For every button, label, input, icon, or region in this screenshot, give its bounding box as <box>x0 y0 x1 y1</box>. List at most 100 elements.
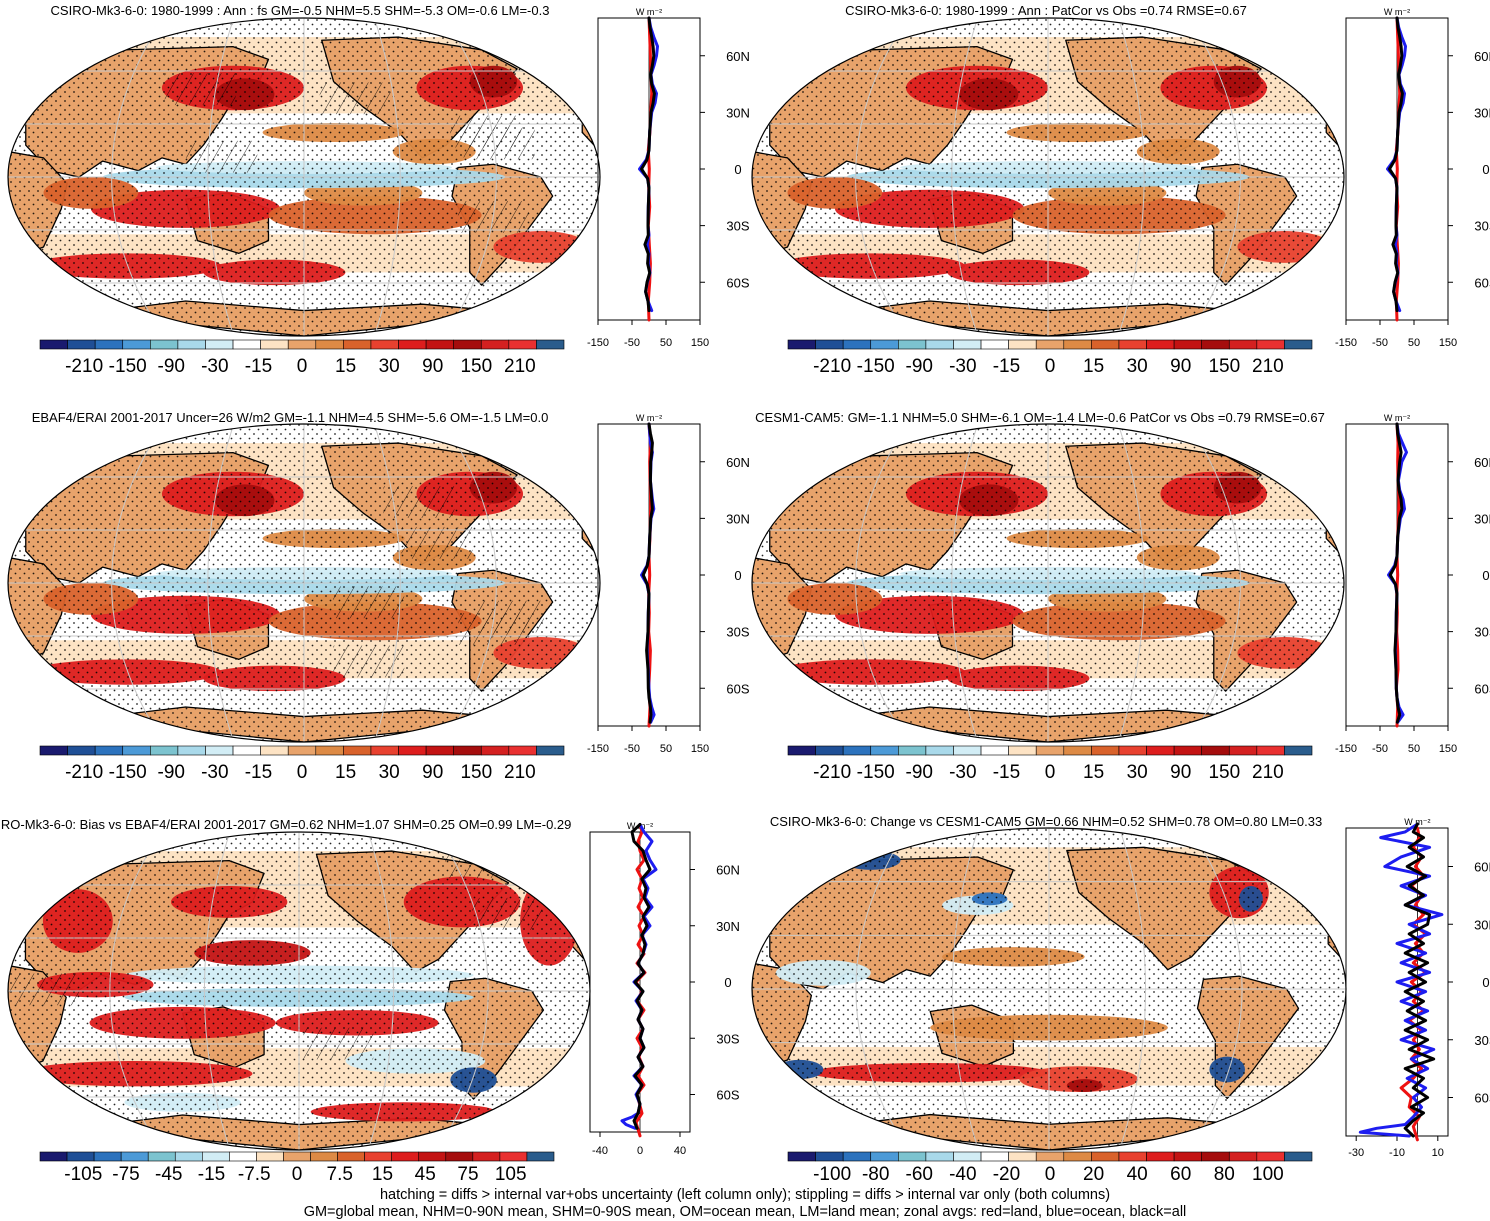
colorbar-box-8 <box>260 339 289 350</box>
colorbar-tick-label: -90 <box>906 762 933 783</box>
colorbar-tick-label: 150 <box>460 356 492 377</box>
colorbar-tick-label: -40 <box>949 1164 976 1185</box>
panel-middle-right: CESM1-CAM5: GM=-1.1 NHM=5.0 SHM=-6.1 OM=… <box>751 410 1490 783</box>
colorbar-box-7 <box>229 1151 257 1162</box>
colorbar-box-10 <box>1063 745 1092 756</box>
colorbar-box-10 <box>1063 339 1092 350</box>
zonal-series-all <box>1388 16 1404 313</box>
colorbar-box-1 <box>815 745 844 756</box>
colorbar-box-17 <box>508 339 537 350</box>
colorbar-tick-label: 15 <box>1083 762 1104 783</box>
continent-5 <box>507 844 580 890</box>
colorbar-box-4 <box>147 1151 176 1162</box>
longitude-gridline <box>1189 828 1243 1150</box>
colorbar-box-1 <box>815 339 844 350</box>
colorbar-box-1 <box>815 1151 844 1162</box>
colorbar-tick-label: -105 <box>64 1164 102 1185</box>
zonal-x-label: 50 <box>660 743 672 755</box>
colorbar-tick-label: -150 <box>109 762 147 783</box>
colorbar-box-2 <box>842 1151 872 1162</box>
continent-5 <box>1260 436 1333 482</box>
colorbar-tick-label: 105 <box>495 1164 527 1185</box>
colorbar-box-16 <box>480 339 510 350</box>
colorbar-tick-label: -45 <box>155 1164 182 1185</box>
zonal-units: W m⁻² <box>1384 7 1410 17</box>
colorbar-tick-label: 30 <box>379 356 400 377</box>
zonal-lat-label: 0 <box>734 568 741 583</box>
colorbar-box-15 <box>453 339 482 350</box>
colorbar-box-5 <box>174 1151 203 1162</box>
colorbar-tick-label: 45 <box>415 1164 436 1185</box>
longitude-gridline <box>207 18 235 336</box>
longitude-gridline <box>952 828 979 1150</box>
zonal-lat-label: 30S <box>726 625 749 640</box>
colorbar-tick-label: -100 <box>813 1164 851 1185</box>
longitude-gridline <box>207 424 235 742</box>
colorbar-box-5 <box>925 1151 954 1162</box>
zonal-x-label: -150 <box>1335 743 1357 755</box>
colorbar-box-2 <box>93 1151 122 1162</box>
colorbar-box-17 <box>1256 339 1285 350</box>
panel-top-left: CSIRO-Mk3-6-0: 1980-1999 : Ann : fs GM=-… <box>7 3 750 377</box>
map-outline <box>751 17 1345 337</box>
colorbar-tick-label: -90 <box>906 356 933 377</box>
colorbar-box-12 <box>370 339 399 350</box>
zonal-x-label: 150 <box>691 337 709 349</box>
panel-title: CSIRO-Mk3-6-0: 1980-1999 : Ann : fs GM=-… <box>51 3 550 18</box>
zonal-lat-label: 30N <box>726 511 750 526</box>
longitude-gridline <box>109 832 162 1150</box>
zonal-lat-label: 30N <box>1474 511 1490 526</box>
zonal-units: W m⁻² <box>1404 817 1430 827</box>
colorbar-tick-label: -75 <box>112 1164 139 1185</box>
zonal-x-label: 50 <box>660 337 672 349</box>
colorbar-box-5 <box>177 745 206 756</box>
colorbar-tick-label: -20 <box>993 1164 1020 1185</box>
colorbar-box-14 <box>1173 1151 1202 1162</box>
colorbar-tick-label: 60 <box>1170 1164 1191 1185</box>
panel-title: EBAF4/ERAI 2001-2017 Uncer=26 W/m2 GM=-1… <box>32 410 549 425</box>
colorbar-box-8 <box>1008 745 1037 756</box>
colorbar-tick-label: 90 <box>1170 356 1191 377</box>
colorbar-box-11 <box>1091 745 1120 756</box>
colorbar-box-10 <box>1063 1151 1092 1162</box>
longitude-gridline <box>1188 18 1241 336</box>
zonal-x-label: -40 <box>592 1145 608 1157</box>
colorbar-tick-label: 15 <box>335 356 356 377</box>
colorbar-box-16 <box>1228 339 1258 350</box>
colorbar-tick-label: -150 <box>857 356 895 377</box>
zonal-lat-label: 30S <box>716 1031 739 1046</box>
colorbar-box-13 <box>398 339 427 350</box>
colorbar-tick-label: 80 <box>1214 1164 1235 1185</box>
colorbar-tick-label: 30 <box>1127 356 1148 377</box>
colorbar-box-2 <box>94 745 124 756</box>
colorbar-box-14 <box>1173 339 1202 350</box>
colorbar-box-4 <box>150 339 179 350</box>
zonal-x-label: -50 <box>1372 337 1388 349</box>
colorbar-box-11 <box>337 1151 365 1162</box>
colorbar-box-12 <box>370 745 399 756</box>
colorbar-tick-label: -90 <box>158 356 185 377</box>
zonal-x-label: -150 <box>587 743 609 755</box>
zonal-units: W m⁻² <box>636 7 662 17</box>
colorbar-box-18 <box>526 1151 555 1162</box>
hatching-overlay <box>445 846 515 879</box>
footnote-legend: GM=global mean, NHM=0-90N mean, SHM=0-90… <box>303 1204 1187 1220</box>
colorbar-box-11 <box>1091 1151 1120 1162</box>
zonal-x-label: -10 <box>1389 1147 1405 1159</box>
colorbar-box-3 <box>122 339 151 350</box>
colorbar-box-15 <box>445 1151 474 1162</box>
colorbar-box-16 <box>472 1151 501 1162</box>
longitude-gridline <box>111 18 164 336</box>
colorbar-box-9 <box>287 745 317 756</box>
zonal-lat-label: 60N <box>1474 455 1490 470</box>
colorbar-box-13 <box>1146 745 1175 756</box>
map-field <box>8 18 600 336</box>
longitude-gridline <box>1119 828 1146 1150</box>
colorbar-box-2 <box>842 339 872 350</box>
map-field <box>752 18 1344 336</box>
zonal-lat-label: 60N <box>726 455 750 470</box>
colorbar-box-11 <box>1091 339 1120 350</box>
colorbar-box-18 <box>1284 745 1313 756</box>
zonal-lat-label: 60S <box>1474 1091 1490 1106</box>
zonal-lat-label: 60N <box>1474 49 1490 64</box>
